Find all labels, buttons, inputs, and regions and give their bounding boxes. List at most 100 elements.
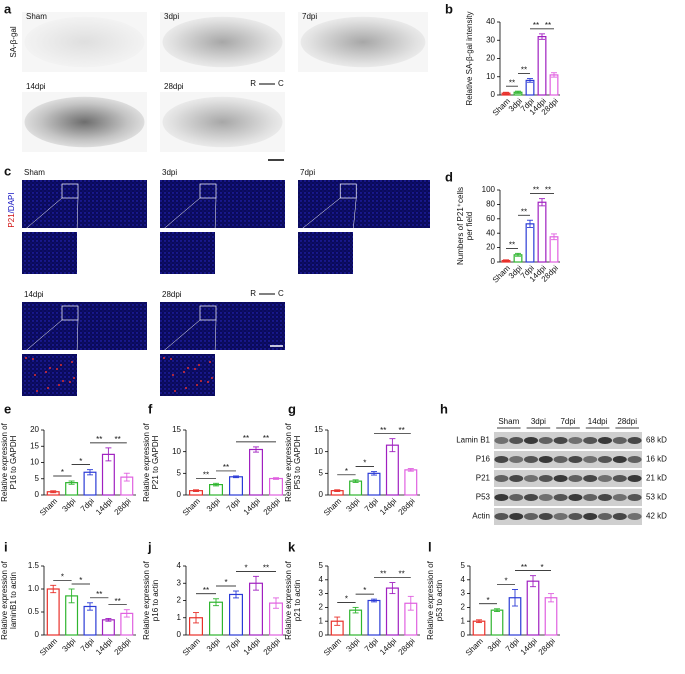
y-axis-label: per field xyxy=(465,212,474,240)
y-tick-label: 1 xyxy=(461,616,466,625)
blot-band xyxy=(538,456,553,463)
blot-group: Sham xyxy=(498,417,519,426)
image-label: Sham xyxy=(26,12,47,21)
significance-label: * xyxy=(540,563,543,572)
significance-label: ** xyxy=(96,435,102,444)
blot-band xyxy=(509,456,524,463)
y-axis-label: p21 to actin xyxy=(293,580,302,621)
y-tick-label: 40 xyxy=(486,17,495,26)
x-tick-label: 7dpi xyxy=(225,636,242,653)
y-tick-label: 3 xyxy=(177,578,182,587)
blot-band xyxy=(553,513,568,520)
x-tick-label: 14dpi xyxy=(519,636,539,656)
p21-cell xyxy=(196,384,198,386)
tissue-stain xyxy=(24,16,145,68)
bar xyxy=(229,593,244,636)
x-tick-label: 3dpi xyxy=(205,636,222,653)
y-tick-label: 30 xyxy=(486,35,495,44)
x-tick-label: 3dpi xyxy=(205,496,222,513)
bar xyxy=(229,476,244,496)
blot-band xyxy=(583,437,598,444)
significance-label: ** xyxy=(380,426,386,435)
panel-label: j xyxy=(147,539,152,554)
bar xyxy=(526,580,540,636)
x-tick-label: 14dpi xyxy=(242,496,262,516)
x-tick-label: 28dpi xyxy=(112,496,132,516)
x-tick-label: Sham xyxy=(181,636,202,657)
x-tick-label: 3dpi xyxy=(344,496,361,513)
zoom-line xyxy=(76,197,79,233)
roi-box xyxy=(199,183,217,199)
blot-band xyxy=(612,456,627,463)
y-tick-label: 5 xyxy=(461,561,466,570)
panel-label: i xyxy=(4,539,8,554)
roi-box xyxy=(339,183,357,199)
significance-label: ** xyxy=(521,66,527,75)
inset-image xyxy=(22,232,77,274)
blot-band xyxy=(553,494,568,501)
fluor-image xyxy=(298,180,430,228)
p21-cell xyxy=(47,387,49,389)
x-tick-label: Sham xyxy=(322,636,343,657)
bar xyxy=(367,599,381,636)
significance-label: ** xyxy=(545,186,551,195)
y-tick-label: 0 xyxy=(177,490,182,499)
y-tick-label: 4 xyxy=(319,575,324,584)
blot-size: 21 kD xyxy=(646,474,667,483)
y-axis-label: P21 to GAPDH xyxy=(151,435,160,489)
blot-band xyxy=(598,456,612,463)
significance-label: ** xyxy=(509,240,515,249)
significance-label: ** xyxy=(521,207,527,216)
significance-label: ** xyxy=(263,563,269,572)
significance-label: ** xyxy=(243,434,249,443)
blot-group: 7dpi xyxy=(560,417,575,426)
p21-cell xyxy=(194,368,196,370)
p21-cell xyxy=(211,377,213,379)
significance-label: * xyxy=(345,595,348,604)
image-label: 14dpi xyxy=(26,82,46,91)
blot-band xyxy=(494,456,509,463)
y-axis-label: Relative expression of xyxy=(426,560,435,639)
blot-band xyxy=(568,437,583,444)
zoom-line xyxy=(297,197,341,233)
blot-group: 28dpi xyxy=(617,417,637,426)
tissue-stain xyxy=(162,16,283,68)
p21-cell xyxy=(71,361,73,363)
y-axis-label: p53 to actin xyxy=(435,580,444,621)
bar xyxy=(537,201,547,263)
blot-band xyxy=(598,437,612,444)
significance-label: * xyxy=(244,563,247,572)
fluor-image xyxy=(160,302,285,350)
y-tick-label: 100 xyxy=(482,185,496,194)
x-tick-label: Sham xyxy=(38,496,59,517)
bar xyxy=(385,444,399,496)
x-tick-label: 3dpi xyxy=(486,636,503,653)
blot-band xyxy=(627,437,642,444)
bar xyxy=(349,609,363,636)
y-axis-label: Relative expression of xyxy=(0,560,9,639)
roi-box xyxy=(61,305,79,321)
y-axis-label: P16 to GAPDH xyxy=(9,435,18,489)
x-tick-label: 28dpi xyxy=(112,636,132,656)
blot-band xyxy=(612,513,627,520)
blot-strip xyxy=(494,432,642,449)
blot-band xyxy=(598,475,612,482)
y-tick-label: 60 xyxy=(486,214,495,223)
panel-label: g xyxy=(288,401,296,416)
x-tick-label: 14dpi xyxy=(378,636,398,656)
y-tick-label: 15 xyxy=(314,425,323,434)
blot-group: 14dpi xyxy=(588,417,608,426)
y-tick-label: 5 xyxy=(35,474,40,483)
significance-label: ** xyxy=(533,186,539,195)
significance-label: ** xyxy=(398,570,404,579)
zoom-line xyxy=(214,319,217,355)
blot-band xyxy=(553,475,568,482)
bar xyxy=(544,597,558,636)
panel-label: f xyxy=(148,401,153,416)
significance-label: ** xyxy=(203,586,209,595)
y-tick-label: 10 xyxy=(486,72,495,81)
p21-cell xyxy=(170,358,172,360)
image-label: 28dpi xyxy=(164,82,184,91)
stain-dapi: /DAPI xyxy=(7,192,16,213)
blot-band xyxy=(524,437,538,444)
